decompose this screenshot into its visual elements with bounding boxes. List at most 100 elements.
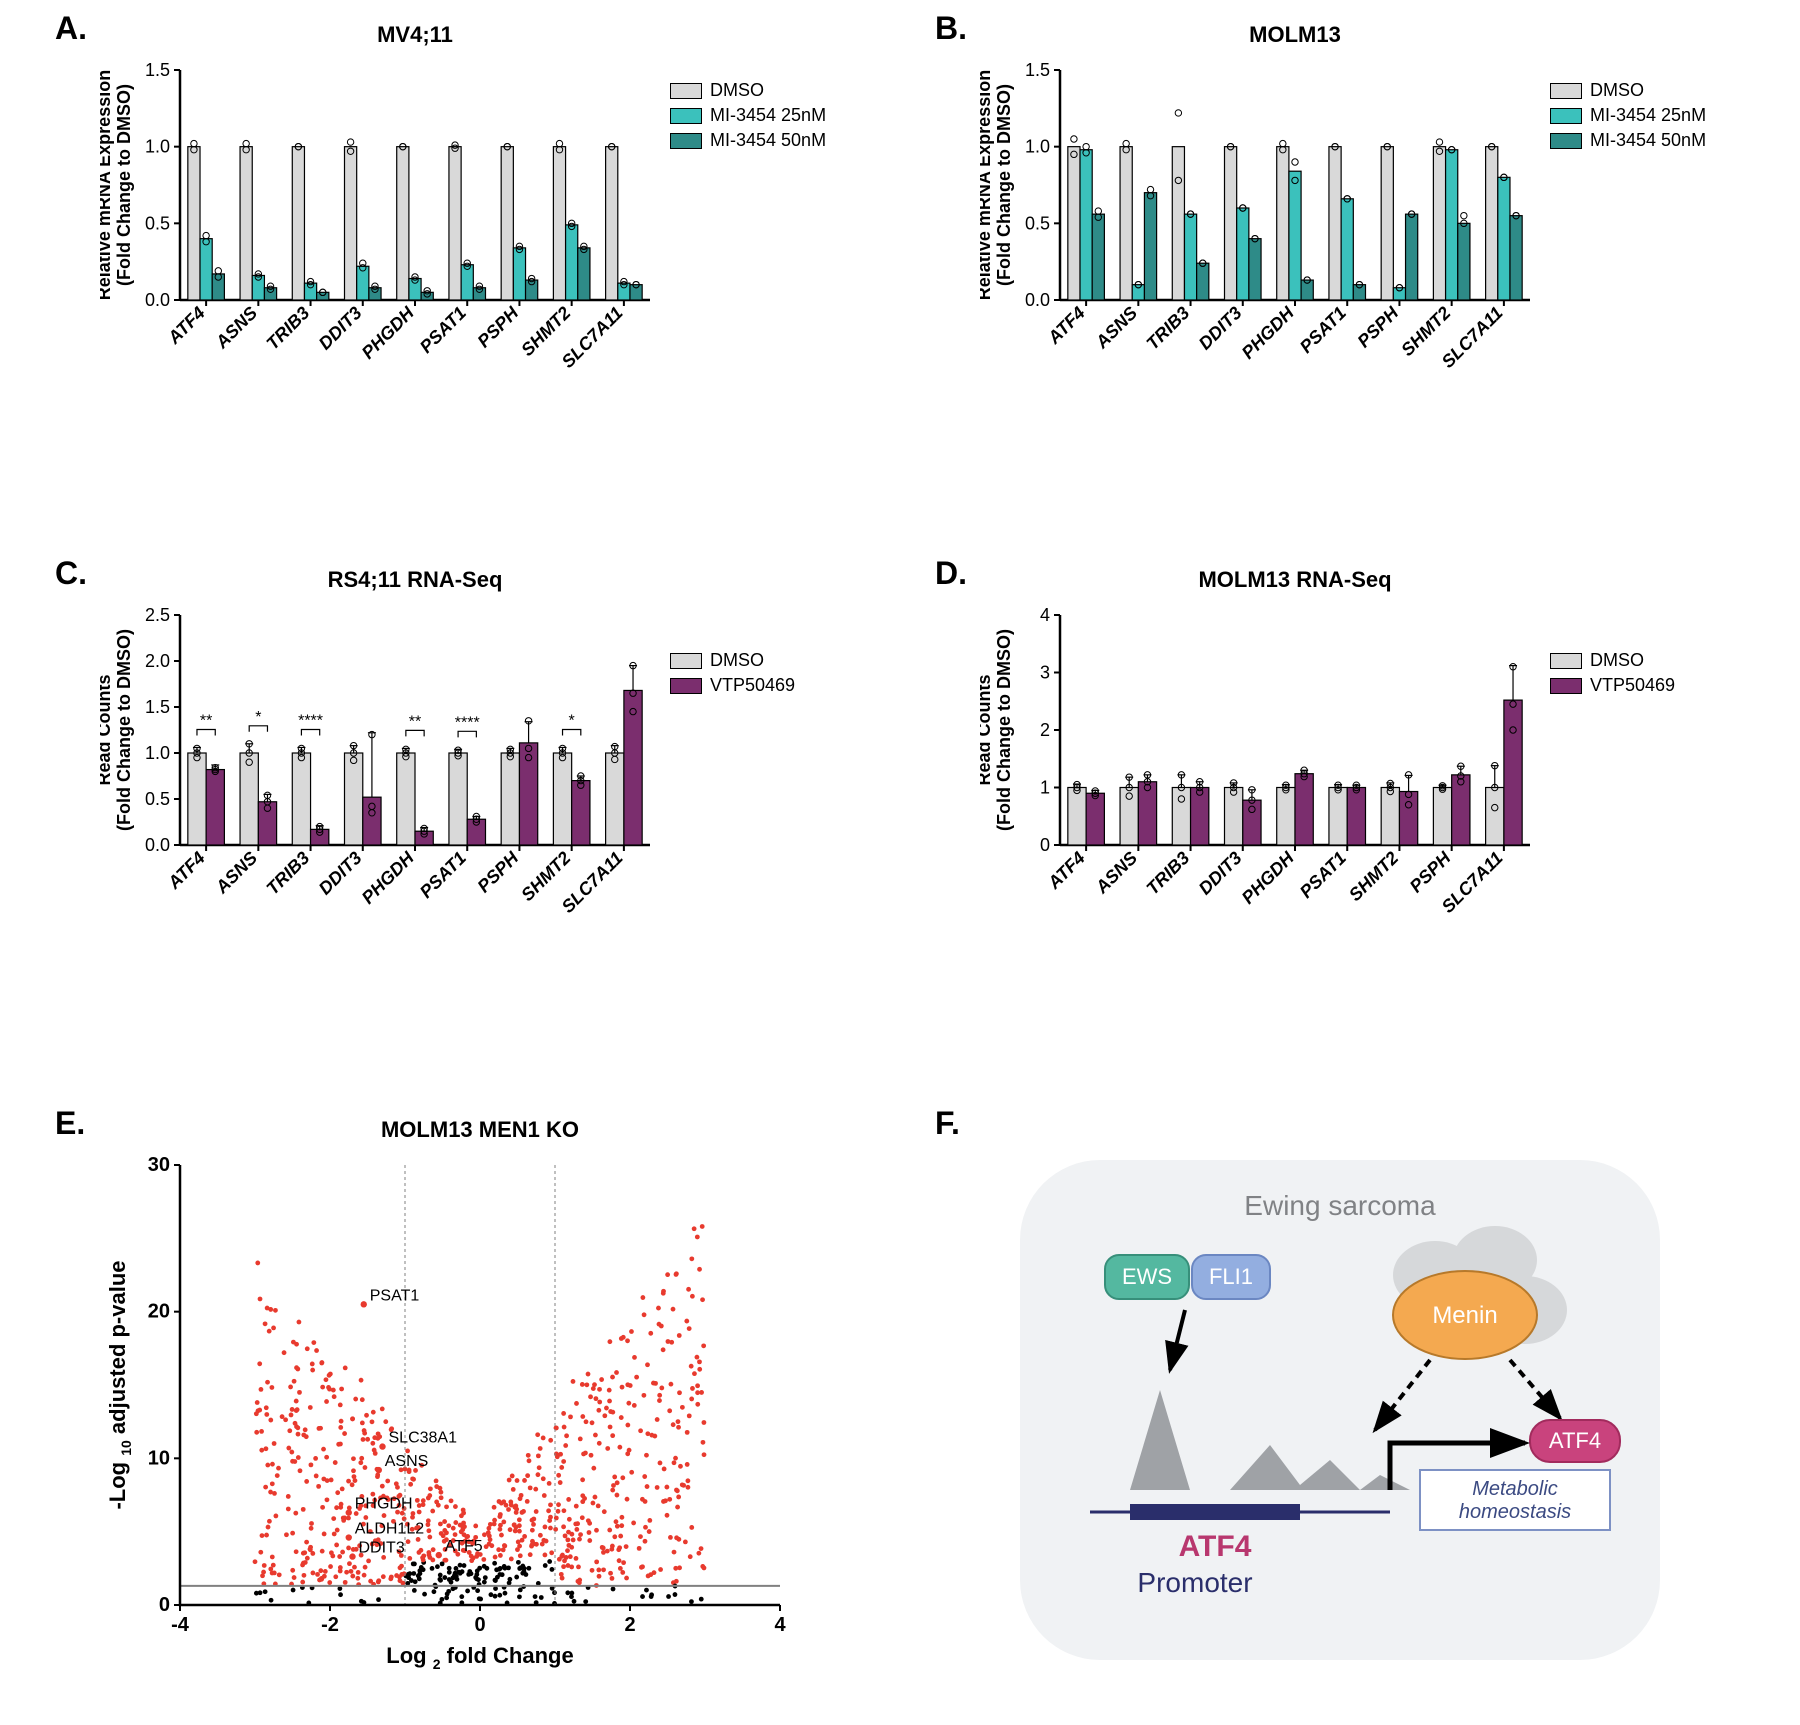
bar — [1486, 147, 1498, 300]
promoter-label: Promoter — [1137, 1567, 1252, 1598]
svg-text:MOLM13 MEN1 KO: MOLM13 MEN1 KO — [381, 1117, 579, 1142]
volcano-gene-label: ALDH1L2 — [355, 1521, 424, 1538]
bar — [252, 275, 264, 300]
chart-title: MOLM13 RNA-Seq — [1198, 567, 1391, 592]
bar — [1237, 208, 1249, 300]
svg-text:TRIB3: TRIB3 — [262, 303, 313, 354]
legend-swatch — [1550, 133, 1582, 149]
chart-a: MV4;110.00.51.01.5Relative mRNA Expressi… — [100, 20, 660, 420]
bar — [461, 265, 473, 300]
bar — [397, 753, 415, 845]
bar — [1433, 788, 1451, 846]
bar — [1353, 285, 1365, 300]
svg-text:ASNS: ASNS — [211, 848, 261, 898]
bar — [1341, 199, 1353, 300]
svg-text:DDIT3: DDIT3 — [315, 303, 366, 354]
legend-label: MI-3454 50nM — [710, 130, 826, 151]
bar — [1381, 788, 1399, 846]
volcano-gene-label: SLC38A1 — [389, 1430, 458, 1447]
svg-text:TRIB3: TRIB3 — [262, 848, 313, 899]
bar — [1486, 788, 1504, 846]
legend-swatch — [670, 108, 702, 124]
svg-text:ATF4: ATF4 — [163, 848, 209, 894]
svg-text:*: * — [569, 712, 575, 729]
chart-title: RS4;11 RNA-Seq — [328, 567, 503, 592]
svg-text:SHMT2: SHMT2 — [1345, 848, 1402, 905]
svg-text:*: * — [255, 709, 261, 726]
svg-text:DDIT3: DDIT3 — [1195, 303, 1246, 354]
bar — [345, 147, 357, 300]
bar — [501, 753, 519, 845]
bar — [1249, 239, 1261, 300]
legend-label: DMSO — [710, 80, 764, 101]
legend-label: MI-3454 25nM — [1590, 105, 1706, 126]
svg-text:-2: -2 — [321, 1614, 339, 1636]
svg-text:1.5: 1.5 — [145, 697, 170, 717]
svg-text:ASNS: ASNS — [211, 303, 261, 353]
bar — [1329, 147, 1341, 300]
legend-item: MI-3454 50nM — [670, 130, 826, 151]
bar — [1399, 792, 1417, 845]
legend-item: DMSO — [1550, 80, 1706, 101]
bar — [630, 285, 642, 300]
bar — [606, 753, 624, 845]
panel-label-a: A. — [55, 10, 87, 47]
legend-item: DMSO — [670, 80, 826, 101]
bar — [1144, 193, 1156, 300]
bar — [467, 819, 485, 845]
svg-text:**: ** — [409, 713, 421, 730]
bar — [188, 753, 206, 845]
panel-f-svg: Menin EWS FLI1 ATF4 — [1020, 1160, 1660, 1660]
chart-c: RS4;11 RNA-Seq0.00.51.01.52.02.5Read Cou… — [100, 565, 660, 965]
svg-text:3: 3 — [1040, 663, 1050, 683]
bar — [1086, 793, 1104, 845]
bar — [1225, 147, 1237, 300]
bar — [397, 147, 409, 300]
bar — [449, 147, 461, 300]
bar — [1295, 774, 1313, 845]
legend-label: VTP50469 — [1590, 675, 1675, 696]
bar — [363, 797, 381, 845]
svg-text:PHGDH: PHGDH — [1238, 847, 1299, 908]
bar — [1068, 788, 1086, 846]
svg-text:ATF4: ATF4 — [1043, 303, 1089, 349]
svg-text:DDIT3: DDIT3 — [1195, 848, 1246, 899]
bar — [1132, 285, 1144, 300]
bar — [1406, 214, 1418, 300]
bar — [1277, 788, 1295, 846]
bar — [1243, 800, 1261, 845]
bar — [415, 831, 433, 845]
bar — [292, 147, 304, 300]
bar — [1120, 788, 1138, 846]
svg-text:PSAT1: PSAT1 — [1296, 303, 1350, 357]
chart-e-volcano: MOLM13 MEN1 KOPSAT1SLC38A1ASNSPHGDHALDH1… — [100, 1115, 800, 1680]
bar — [1068, 147, 1080, 300]
legend-swatch — [1550, 653, 1582, 669]
svg-text:20: 20 — [148, 1301, 170, 1323]
legend-swatch — [1550, 678, 1582, 694]
bar — [1191, 788, 1209, 846]
legend-label: MI-3454 50nM — [1590, 130, 1706, 151]
panel-label-c: C. — [55, 555, 87, 592]
bar — [553, 753, 571, 845]
legend-item: DMSO — [670, 650, 795, 671]
bar — [1347, 788, 1365, 846]
svg-text:1.5: 1.5 — [145, 60, 170, 80]
bar — [240, 147, 252, 300]
bar — [1393, 288, 1405, 300]
volcano-gene-label: PHGDH — [355, 1496, 413, 1513]
bar — [1510, 216, 1522, 300]
svg-text:0.0: 0.0 — [145, 835, 170, 855]
bar — [1458, 223, 1470, 300]
legend-c: DMSOVTP50469 — [670, 650, 795, 700]
legend-label: DMSO — [1590, 80, 1644, 101]
svg-text:2.0: 2.0 — [145, 651, 170, 671]
svg-text:ATF4: ATF4 — [1043, 848, 1089, 894]
svg-text:****: **** — [455, 714, 480, 731]
bar — [449, 753, 467, 845]
atf4-gene-label: ATF4 — [1179, 1530, 1252, 1563]
panel-label-b: B. — [935, 10, 967, 47]
bar — [1120, 147, 1132, 300]
bar — [188, 147, 200, 300]
svg-text:0.5: 0.5 — [145, 213, 170, 233]
